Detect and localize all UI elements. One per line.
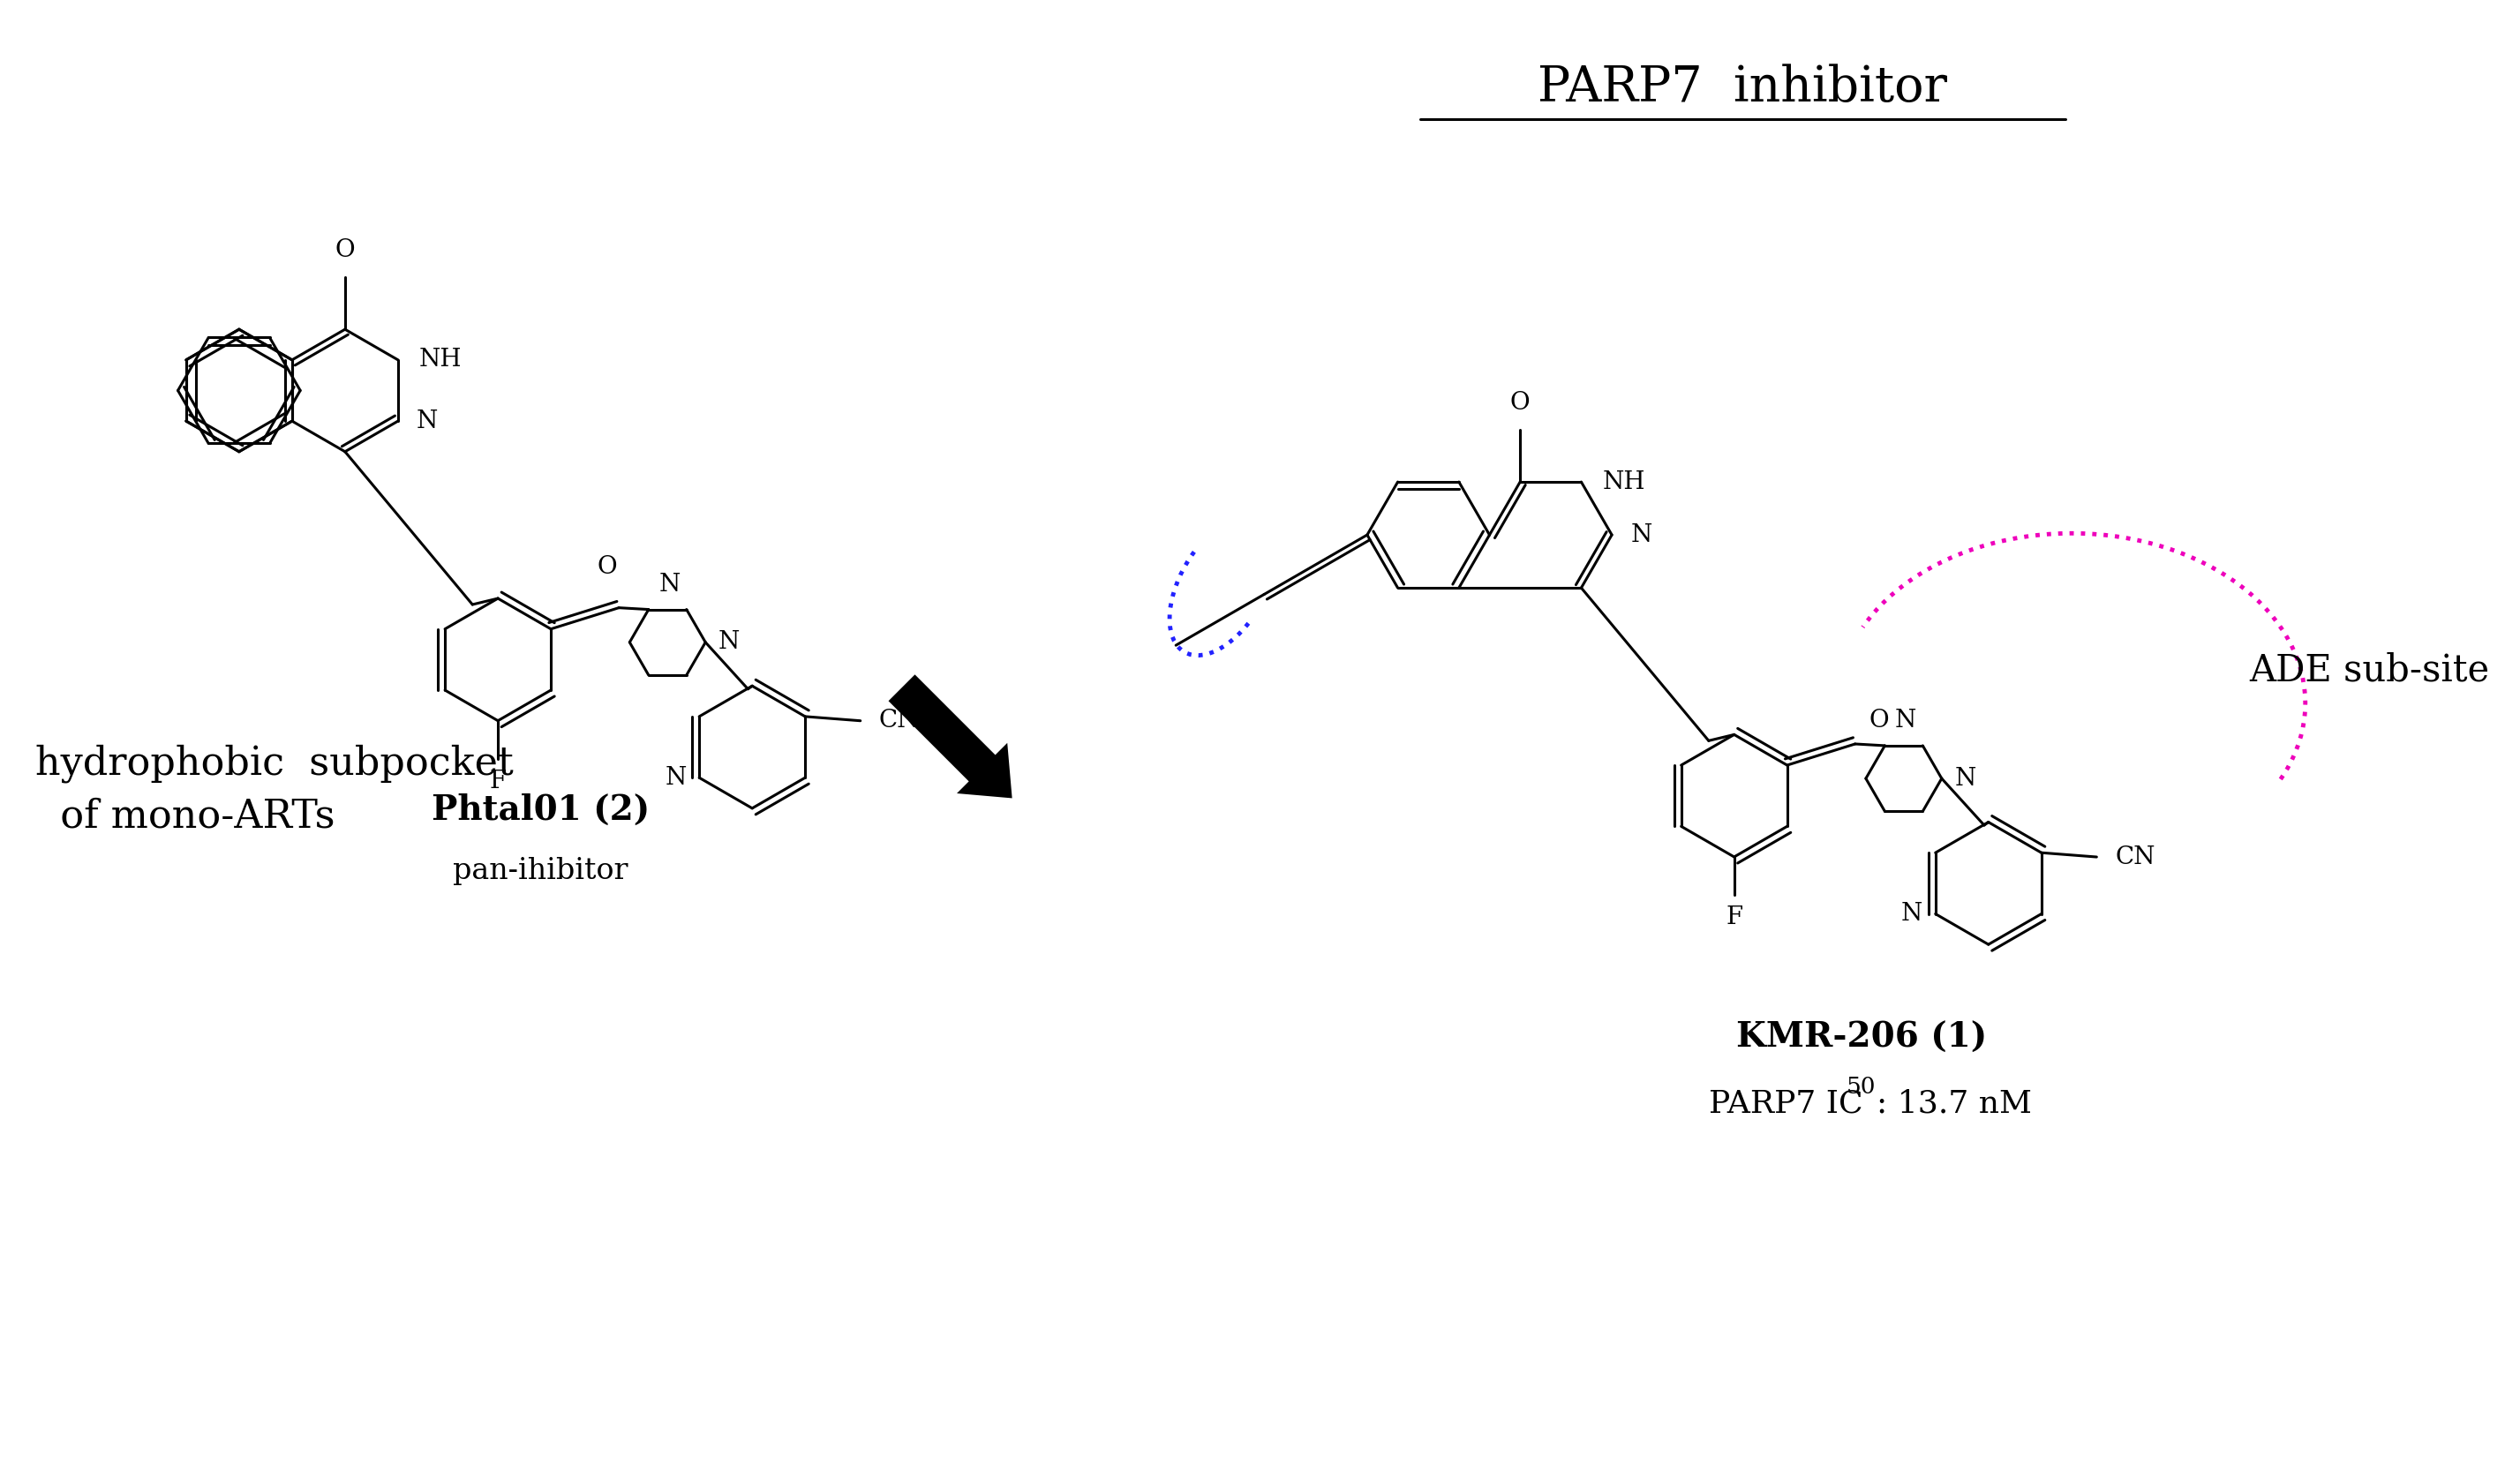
Text: O: O — [335, 238, 355, 262]
Text: O: O — [1509, 391, 1530, 414]
Text: hydrophobic  subpocket
  of mono-ARTs: hydrophobic subpocket of mono-ARTs — [35, 744, 514, 836]
Text: N: N — [416, 408, 438, 434]
Text: NH: NH — [418, 348, 461, 371]
Text: N: N — [1956, 767, 1976, 790]
Text: : 13.7 nM: : 13.7 nM — [1877, 1089, 2031, 1119]
Polygon shape — [890, 675, 1013, 798]
Text: pan-ihibitor: pan-ihibitor — [454, 857, 627, 885]
Text: KMR-206 (1): KMR-206 (1) — [1736, 1021, 1988, 1054]
Text: 50: 50 — [1847, 1076, 1875, 1098]
Text: O: O — [597, 555, 617, 579]
Text: CN: CN — [879, 709, 920, 733]
Text: N: N — [665, 765, 685, 790]
Text: N: N — [1895, 709, 1918, 733]
Text: N: N — [1900, 901, 1923, 926]
Text: N: N — [658, 573, 680, 596]
Text: F: F — [489, 770, 507, 793]
Text: N: N — [1630, 522, 1653, 546]
Text: PARP7  inhibitor: PARP7 inhibitor — [1537, 64, 1948, 112]
Text: ADE sub-site: ADE sub-site — [2250, 651, 2490, 688]
Text: NH: NH — [1603, 471, 1646, 494]
Text: N: N — [718, 630, 741, 654]
Text: O: O — [1870, 709, 1890, 733]
Text: Phtal01 (2): Phtal01 (2) — [431, 793, 650, 826]
Text: CN: CN — [2114, 845, 2155, 869]
Text: F: F — [1726, 906, 1744, 929]
Text: PARP7 IC: PARP7 IC — [1709, 1089, 1862, 1119]
